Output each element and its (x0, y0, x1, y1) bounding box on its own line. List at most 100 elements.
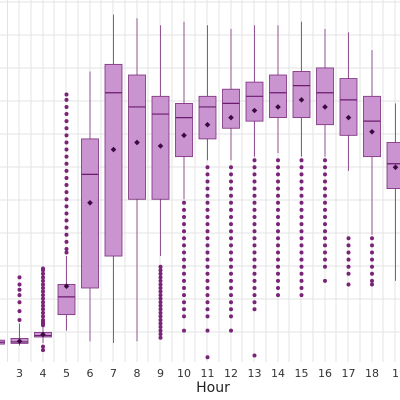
outlier-point (252, 165, 257, 170)
x-tick-label: 5 (63, 367, 70, 380)
outlier-point (158, 278, 163, 283)
outlier-point (252, 300, 257, 305)
outlier-point (346, 243, 351, 248)
outlier-point (17, 293, 22, 298)
outlier-point (323, 243, 327, 248)
x-tick-label: 14 (271, 367, 285, 380)
outlier-point (252, 353, 257, 358)
outlier-point (276, 207, 280, 212)
x-tick-label: 1 (392, 367, 399, 380)
outlier-point (299, 200, 304, 205)
outlier-point (64, 147, 69, 152)
outlier-point (182, 264, 186, 269)
box-hour-18 (363, 50, 381, 287)
outlier-point (158, 332, 163, 337)
outlier-point (182, 207, 186, 212)
outlier-point (205, 186, 210, 191)
box-hour-2 (0, 339, 5, 345)
outlier-point (229, 243, 233, 248)
iqr-box (198, 95, 217, 140)
outlier-point (346, 250, 351, 255)
outlier-point (158, 264, 163, 269)
outlier-point (205, 229, 210, 234)
outlier-point (182, 236, 186, 241)
outlier-point (229, 257, 233, 262)
outlier-point (41, 296, 45, 301)
outlier-point (370, 250, 374, 255)
mean-marker (63, 283, 70, 290)
outlier-point (323, 250, 327, 255)
iqr-box (245, 81, 264, 122)
box-hour-17 (339, 32, 358, 287)
outlier-point (205, 236, 210, 241)
outlier-point (323, 158, 327, 163)
outlier-point (252, 271, 257, 276)
outlier-point (252, 186, 257, 191)
x-tick-label: 7 (110, 367, 117, 380)
box-hour-8 (128, 18, 146, 342)
outlier-point (276, 264, 280, 269)
outlier-point (252, 286, 257, 290)
outlier-point (158, 303, 163, 308)
outlier-point (323, 172, 327, 177)
iqr-box (339, 78, 358, 136)
outlier-point (17, 317, 22, 322)
outlier-point (299, 207, 304, 212)
outlier-point (182, 271, 186, 276)
box-hour-6 (81, 71, 99, 342)
outlier-point (205, 257, 210, 262)
outlier-point (229, 307, 233, 312)
mean-marker (251, 107, 258, 114)
outlier-point (205, 293, 210, 298)
outlier-point (252, 264, 257, 269)
outlier-point (64, 218, 69, 223)
mean-marker (40, 331, 46, 338)
outlier-point (41, 300, 45, 305)
outlier-point (299, 236, 304, 241)
outlier-point (229, 165, 233, 170)
outlier-point (182, 328, 186, 333)
outlier-point (299, 257, 304, 262)
outlier-point (182, 307, 186, 312)
outlier-point (64, 225, 69, 230)
x-tick-label: 16 (318, 367, 332, 380)
iqr-box (175, 103, 193, 158)
outlier-point (17, 300, 22, 305)
outlier-point (276, 278, 280, 283)
x-tick-labels: 3 4 5 6 7 8 9 10 11 12 13 14 15 16 17 18 1 (16, 367, 399, 380)
outlier-point (229, 229, 233, 234)
outlier-point (252, 207, 257, 212)
outlier-point (205, 243, 210, 248)
outlier-point (252, 193, 257, 198)
mean-marker (298, 97, 305, 103)
outlier-point (346, 257, 351, 262)
outlier-point (370, 243, 374, 248)
outlier-point (370, 264, 374, 269)
outlier-point (229, 264, 233, 269)
outlier-point (182, 300, 186, 305)
outlier-point (182, 257, 186, 262)
outlier-point (299, 165, 304, 170)
outlier-point (64, 154, 69, 159)
x-tick-label: 18 (365, 367, 379, 380)
outlier-point (299, 278, 304, 283)
boxes-layer (0, 14, 400, 360)
mean-marker (16, 338, 23, 345)
outlier-point (276, 200, 280, 205)
outlier-point (41, 344, 45, 349)
iqr-box (386, 142, 400, 189)
outlier-point (205, 300, 210, 305)
outlier-point (205, 165, 210, 170)
outlier-point (205, 207, 210, 212)
outlier-point (323, 278, 327, 283)
outlier-point (370, 282, 374, 287)
outlier-point (158, 328, 163, 333)
outlier-point (182, 278, 186, 283)
outlier-point (299, 172, 304, 177)
outlier-point (64, 197, 69, 202)
outlier-point (182, 314, 186, 319)
outlier-point (158, 314, 163, 319)
outlier-point (229, 172, 233, 177)
box-hour-15 (292, 21, 311, 298)
